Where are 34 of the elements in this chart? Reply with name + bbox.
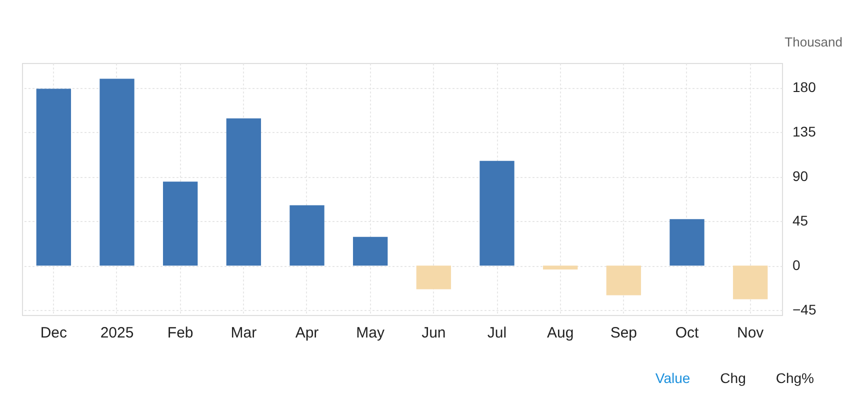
bar [416,266,452,290]
x-tick-label: Apr [295,324,319,342]
bar [100,78,134,266]
x-tick-label: Oct [675,324,700,342]
y-tick-label: −45 [792,302,816,318]
x-tick-label: Dec [40,324,68,342]
x-tick-label: Feb [167,324,194,342]
bar [606,266,642,296]
text: Chg% [776,370,814,386]
bar [36,88,72,266]
bar [732,266,768,300]
bar [542,266,578,270]
bar [162,182,198,266]
x-tick-label: Aug [546,324,574,342]
x-tick-label: Nov [736,324,764,342]
x-tick-label: Jun [422,324,446,342]
bar [290,205,324,266]
y-tick-label: 135 [792,124,816,140]
y-axis-title: Thousand [784,34,842,50]
y-tick-label: 0 [792,257,800,274]
x-tick-label: Sep [610,324,638,342]
y-tick-label: 180 [792,79,816,96]
x-tick-label: Jul [487,324,507,342]
x-tick-label: May [356,324,385,342]
text: Value [655,370,690,386]
x-tick-label: 2025 [100,324,134,342]
bar [480,160,514,266]
bar [226,118,262,266]
y-tick-label: 45 [792,212,808,229]
text: Chg [720,370,746,386]
x-tick-label: Mar [230,324,257,342]
bar [670,219,704,266]
y-tick-label: 90 [792,168,808,184]
bar [352,236,388,266]
